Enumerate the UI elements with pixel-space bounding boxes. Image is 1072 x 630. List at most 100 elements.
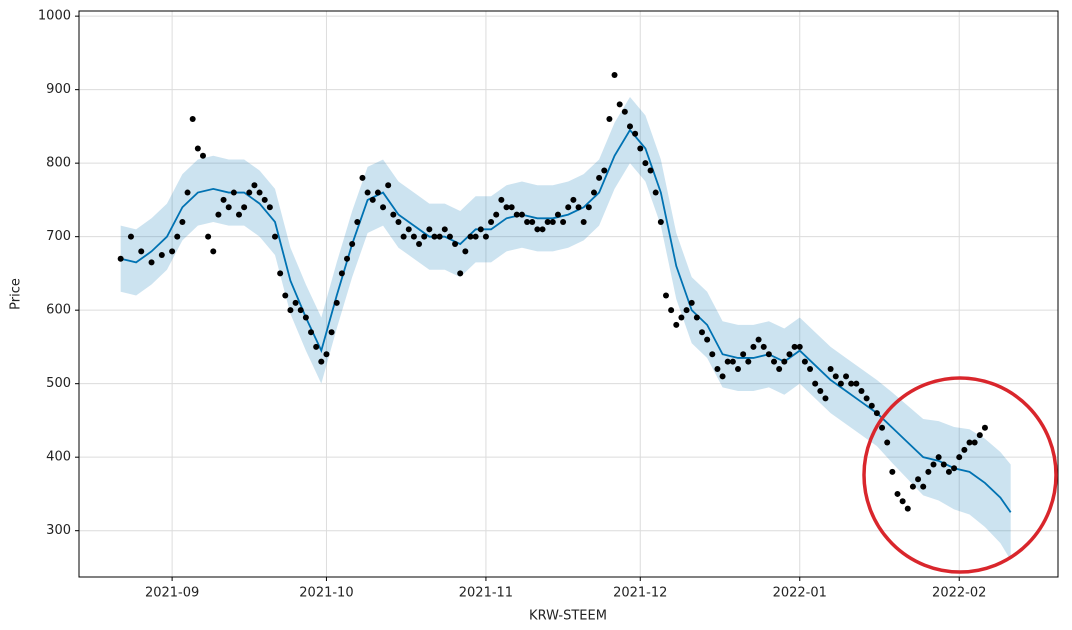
data-point [719,373,726,380]
data-point [148,259,155,266]
data-point [776,365,783,372]
x-tick-label: 2021-10 [299,586,353,601]
data-point [127,233,134,240]
data-point [879,424,886,431]
data-point [575,204,582,211]
y-tick-label: 400 [46,450,71,465]
data-point [565,204,572,211]
data-point [606,116,613,123]
data-point [256,189,263,196]
data-point [915,476,922,483]
data-point [313,343,320,350]
data-point [529,218,536,225]
data-point [405,226,412,233]
data-point [971,439,978,446]
data-point [688,299,695,306]
data-point [616,101,623,108]
y-tick-label: 300 [46,523,71,538]
data-point [729,358,736,365]
data-point [518,211,525,218]
data-point [981,424,988,431]
data-point [760,343,767,350]
data-point [328,329,335,336]
data-point [909,483,916,490]
data-point [868,402,875,409]
x-tick-label: 2021-12 [613,586,667,601]
data-point [117,255,124,262]
data-point [740,351,747,358]
x-tick-label: 2022-01 [773,586,827,601]
data-point [261,196,268,203]
data-point [287,307,294,314]
plot-frame [78,10,1059,578]
data-point [935,454,942,461]
data-point [925,468,932,475]
data-point [796,343,803,350]
data-point [292,299,299,306]
data-point [210,248,217,255]
data-point [493,211,500,218]
data-point [873,410,880,417]
data-point [508,204,515,211]
data-point [138,248,145,255]
data-point [189,116,196,123]
y-tick-label: 500 [46,376,71,391]
data-point [570,196,577,203]
data-point [899,498,906,505]
data-point [364,189,371,196]
data-point [158,252,165,259]
data-point [637,145,644,152]
data-point [966,439,973,446]
data-point [668,307,675,314]
data-point [266,204,273,211]
data-point [452,241,459,248]
data-point [549,218,556,225]
x-axis-label: KRW-STEEM [529,609,607,624]
data-point [657,218,664,225]
data-point [863,395,870,402]
data-point [323,351,330,358]
data-point [817,388,824,395]
data-point [755,336,762,343]
data-point [482,233,489,240]
data-point [503,204,510,211]
data-point [945,468,952,475]
data-point [693,314,700,321]
highlight-circle [862,376,1058,574]
data-point [678,314,685,321]
data-point [338,270,345,277]
data-point [488,218,495,225]
data-point [585,204,592,211]
data-point [220,196,227,203]
y-tick-label: 700 [46,229,71,244]
data-point [791,343,798,350]
data-point [498,196,505,203]
data-point [400,233,407,240]
data-point [853,380,860,387]
data-point [812,380,819,387]
data-point [380,204,387,211]
data-point [457,270,464,277]
data-point [626,123,633,130]
data-point [724,358,731,365]
data-point [554,211,561,218]
data-point [580,218,587,225]
data-point [251,182,258,189]
data-point [611,71,618,78]
data-point [318,358,325,365]
data-point [843,373,850,380]
data-layer [117,71,1012,561]
data-point [416,241,423,248]
data-point [590,189,597,196]
data-point [462,248,469,255]
data-point [704,336,711,343]
data-point [956,454,963,461]
data-point [735,365,742,372]
data-point [652,189,659,196]
data-point [889,468,896,475]
y-tick-label: 1000 [38,9,71,24]
data-point [199,152,206,159]
data-point [385,182,392,189]
x-tick-label: 2022-02 [932,586,986,601]
